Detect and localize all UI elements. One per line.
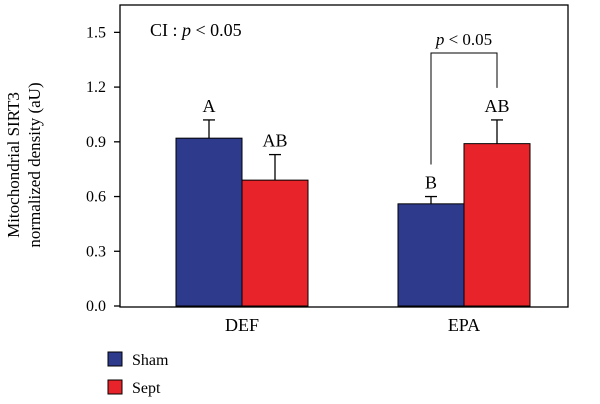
bar-letter-sept-def: AB — [262, 131, 287, 151]
ci-annotation: CI : p < 0.05 — [150, 20, 242, 40]
y-tick-label-4: 1.2 — [86, 79, 106, 96]
legend-swatch-sept — [107, 379, 123, 395]
y-axis-label-line1: Mitochondrial SIRT3 — [4, 92, 23, 238]
legend-label-sham: Sham — [132, 352, 169, 369]
significance-bracket — [430, 52, 498, 165]
error-bar-sept-def — [269, 153, 281, 181]
category-label-def: DEF — [225, 315, 259, 335]
y-tick-label-1: 0.3 — [86, 243, 106, 260]
error-bar-sham-def — [203, 119, 215, 139]
error-bar-sept-epa — [491, 119, 503, 144]
bar-letter-sept-epa: AB — [484, 96, 509, 116]
legend-label-sept: Sept — [132, 380, 161, 397]
bar-sept-def — [241, 179, 309, 307]
legend-swatch-sham — [107, 351, 123, 367]
bar-sept-epa — [463, 143, 531, 307]
bar-sham-def — [175, 137, 243, 307]
bar-letter-sham-epa: B — [425, 173, 437, 193]
y-tick-label-3: 0.9 — [86, 134, 106, 151]
significance-label: p < 0.05 — [435, 30, 492, 49]
y-axis-label-line2: normalized density (aU) — [25, 82, 44, 247]
category-label-epa: EPA — [448, 315, 480, 335]
bar-letter-sham-def: A — [203, 96, 216, 116]
bar-sham-epa — [397, 203, 465, 307]
y-tick-label-5: 1.5 — [86, 24, 106, 41]
error-bar-sham-epa — [425, 195, 437, 204]
plot-frame — [119, 4, 569, 308]
y-tick-label-2: 0.6 — [86, 189, 106, 206]
y-tick-label-0: 0.0 — [86, 298, 106, 315]
